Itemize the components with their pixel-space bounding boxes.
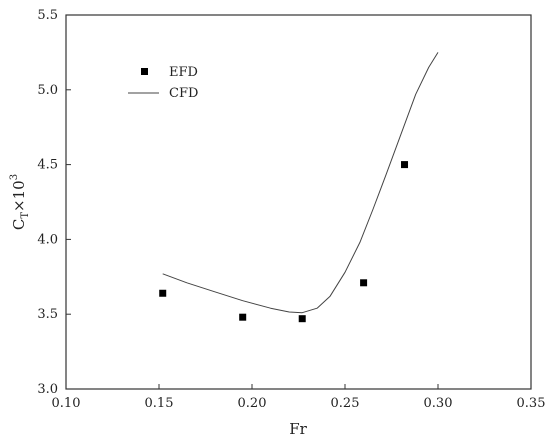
y-tick-label: 4.0 bbox=[37, 232, 58, 247]
efd-point bbox=[239, 313, 247, 321]
legend-efd-marker bbox=[141, 68, 148, 75]
x-tick-label: 0.30 bbox=[424, 396, 453, 411]
legend-efd-label: EFD bbox=[169, 65, 198, 80]
y-axis-title-sup: 3 bbox=[9, 174, 20, 180]
y-tick-label: 3.5 bbox=[37, 307, 58, 322]
y-axis-title-main: C bbox=[10, 219, 28, 230]
y-axis-title-sub: T bbox=[20, 212, 31, 219]
legend-cfd-label: CFD bbox=[169, 86, 198, 101]
cfd-line bbox=[162, 52, 439, 314]
efd-point bbox=[360, 279, 368, 287]
y-axis-ticks: 3.0 3.5 4.0 4.5 5.0 5.5 bbox=[37, 8, 71, 397]
x-tick-label: 0.25 bbox=[331, 396, 360, 411]
y-axis-title: CT×103 bbox=[9, 174, 31, 230]
x-axis-ticks: 0.10 0.15 0.20 0.25 0.30 0.35 bbox=[52, 384, 546, 411]
y-tick-label: 5.5 bbox=[37, 8, 58, 23]
plot-frame bbox=[65, 14, 532, 390]
legend: EFD CFD bbox=[128, 65, 198, 101]
efd-point bbox=[298, 315, 306, 323]
y-tick-label: 3.0 bbox=[37, 382, 58, 397]
series-layer bbox=[159, 52, 439, 323]
x-tick-label: 0.10 bbox=[52, 396, 81, 411]
x-tick-label: 0.20 bbox=[238, 396, 267, 411]
efd-point bbox=[159, 289, 167, 297]
x-tick-label: 0.15 bbox=[145, 396, 174, 411]
y-tick-label: 4.5 bbox=[37, 158, 58, 173]
y-tick-label: 5.0 bbox=[37, 83, 58, 98]
x-axis-title: Fr bbox=[289, 420, 307, 438]
efd-point bbox=[401, 161, 409, 169]
y-axis-title-rest: ×10 bbox=[10, 180, 28, 212]
x-tick-label: 0.35 bbox=[517, 396, 546, 411]
